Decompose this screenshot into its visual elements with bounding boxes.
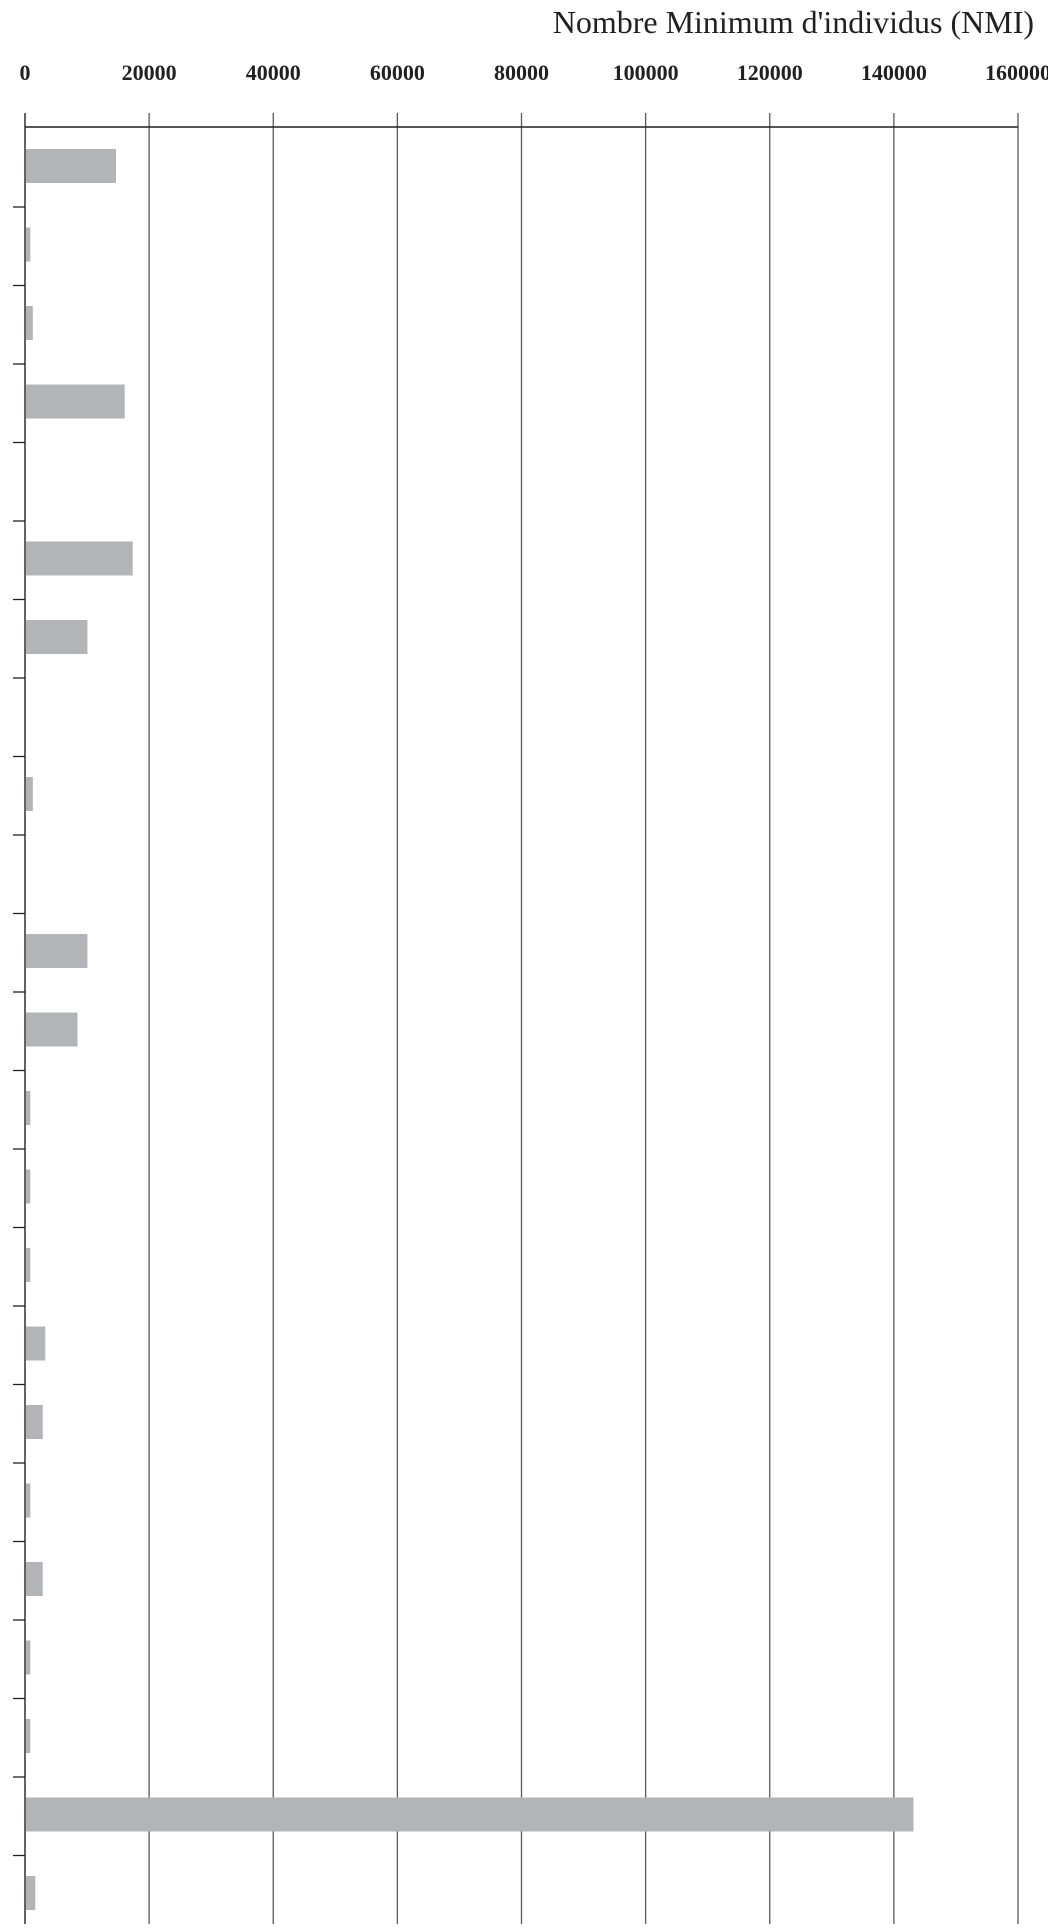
bar-18 bbox=[26, 1483, 31, 1518]
x-tick-label-20000: 20000 bbox=[122, 60, 177, 85]
x-tick-label-40000: 40000 bbox=[246, 60, 301, 85]
x-tick-label-80000: 80000 bbox=[494, 60, 549, 85]
bar-7 bbox=[26, 620, 88, 654]
bar-17 bbox=[26, 1405, 43, 1439]
axis-layer bbox=[24, 113, 1018, 1924]
bar-6 bbox=[26, 541, 133, 576]
bar-4 bbox=[26, 384, 125, 419]
bar-2 bbox=[26, 227, 31, 262]
bar-19 bbox=[26, 1562, 43, 1596]
tick-layer: 0 20000 40000 60000 80000 100000 120000 140000 1… bbox=[13, 60, 1048, 1857]
bar-23 bbox=[26, 1876, 36, 1910]
x-axis-title: Nombre Minimum d'individus (NMI) bbox=[553, 4, 1034, 40]
bar-3 bbox=[26, 306, 33, 340]
x-tick-label-140000: 140000 bbox=[861, 60, 927, 85]
bar-14 bbox=[26, 1169, 31, 1204]
bar-9 bbox=[26, 777, 33, 811]
bar-22 bbox=[26, 1797, 914, 1832]
x-tick-label-120000: 120000 bbox=[737, 60, 803, 85]
x-tick-label-60000: 60000 bbox=[370, 60, 425, 85]
bar-layer bbox=[26, 149, 914, 1910]
x-tick-label-0: 0 bbox=[20, 60, 31, 85]
bar-12 bbox=[26, 1012, 78, 1047]
bar-11 bbox=[26, 934, 88, 968]
bar-15 bbox=[26, 1248, 31, 1282]
bar-13 bbox=[26, 1091, 31, 1125]
bar-21 bbox=[26, 1719, 31, 1753]
bar-1 bbox=[26, 149, 116, 183]
bar-20 bbox=[26, 1640, 31, 1675]
x-tick-label-160000: 160000 bbox=[985, 60, 1048, 85]
bar-16 bbox=[26, 1326, 46, 1361]
x-tick-label-100000: 100000 bbox=[613, 60, 679, 85]
grid-layer bbox=[148, 113, 1019, 1924]
